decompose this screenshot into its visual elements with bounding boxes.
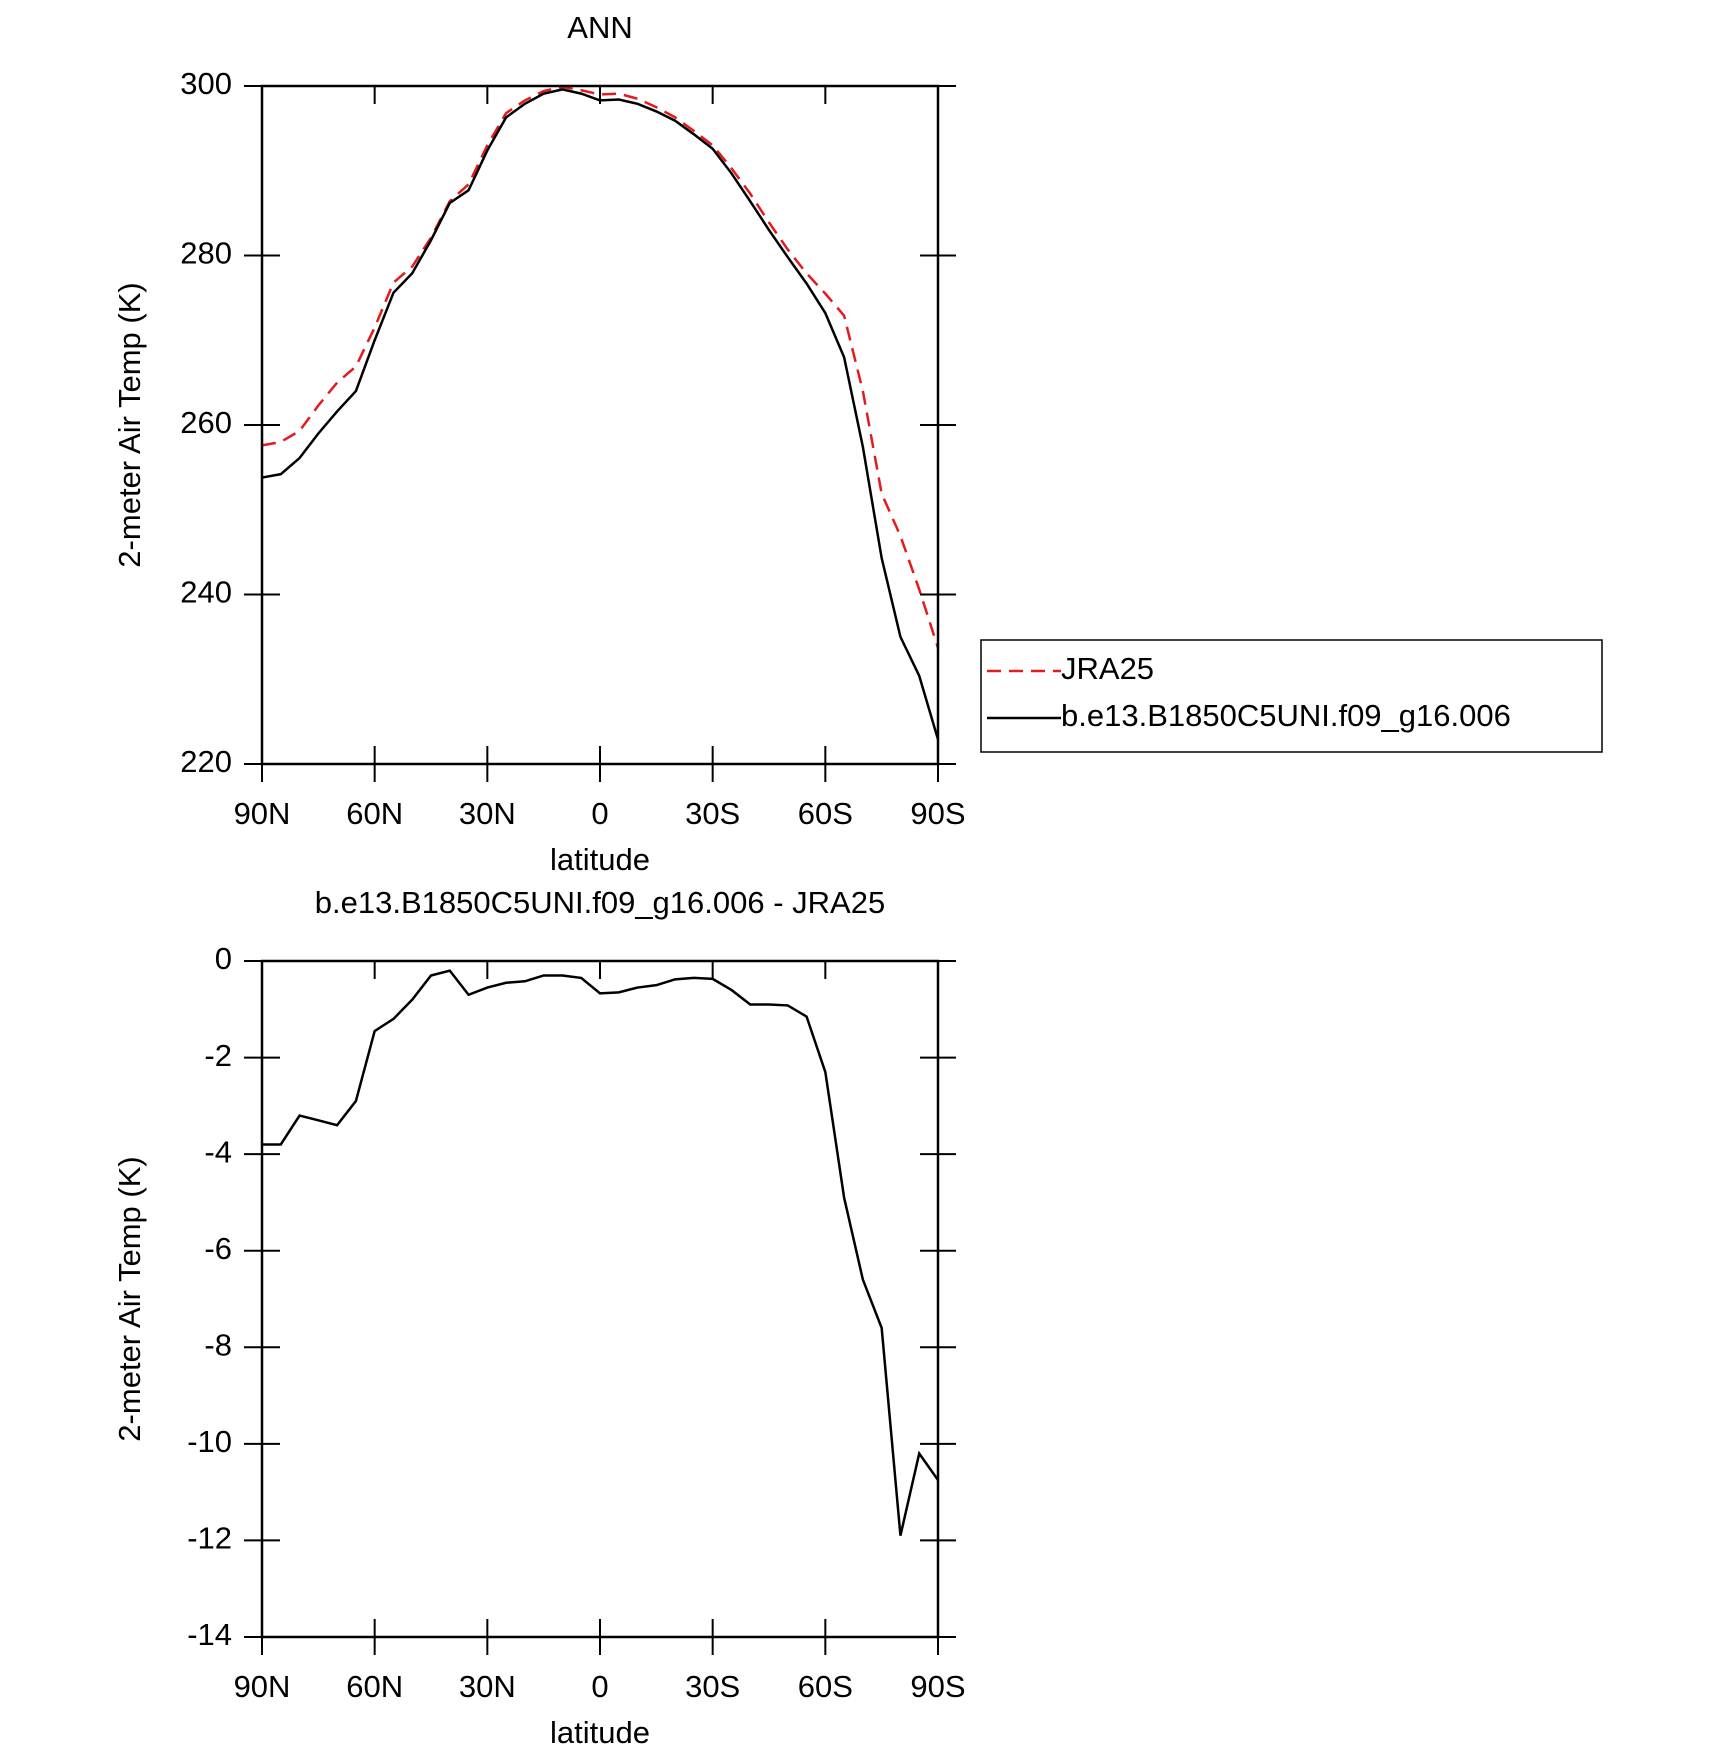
x-tick-label: 0 bbox=[591, 1669, 608, 1704]
x-tick-label: 30N bbox=[459, 796, 516, 831]
x-tick-label: 90N bbox=[234, 796, 291, 831]
data-line bbox=[262, 969, 940, 1536]
x-tick-label: 0 bbox=[591, 796, 608, 831]
x-tick-label: 90N bbox=[234, 1669, 291, 1704]
x-tick-label: 30N bbox=[459, 1669, 516, 1704]
plot-frame bbox=[260, 959, 940, 1639]
y-tick-label: -2 bbox=[204, 1038, 232, 1073]
legend-label: b.e13.B1850C5UNI.f09_g16.006 bbox=[1061, 698, 1511, 733]
y-tick-label: 240 bbox=[180, 575, 232, 610]
x-tick-label: 30S bbox=[685, 1669, 740, 1704]
legend-label: JRA25 bbox=[1061, 651, 1154, 686]
x-tick-label: 60S bbox=[798, 1669, 853, 1704]
chart-title: ANN bbox=[567, 10, 632, 45]
x-tick-label: 60N bbox=[346, 796, 403, 831]
x-tick-label: 30S bbox=[685, 796, 740, 831]
y-tick-label: 0 bbox=[215, 941, 232, 976]
y-tick-label: -12 bbox=[187, 1521, 232, 1556]
y-tick-label: 220 bbox=[180, 744, 232, 779]
legend-box bbox=[980, 639, 1603, 753]
y-axis-label: 2-meter Air Temp (K) bbox=[112, 1156, 147, 1441]
y-tick-label: -10 bbox=[187, 1424, 232, 1459]
x-axis-label: latitude bbox=[550, 842, 650, 877]
y-tick-label: -14 bbox=[187, 1617, 232, 1652]
plot-frame bbox=[260, 84, 940, 766]
y-tick-label: 300 bbox=[180, 66, 232, 101]
y-tick-label: -8 bbox=[204, 1327, 232, 1362]
x-tick-label: 60S bbox=[798, 796, 853, 831]
x-axis-label: latitude bbox=[550, 1715, 650, 1750]
chart-title: b.e13.B1850C5UNI.f09_g16.006 - JRA25 bbox=[315, 885, 885, 920]
data-line bbox=[261, 88, 940, 740]
y-tick-label: -4 bbox=[204, 1134, 232, 1169]
y-tick-label: 280 bbox=[180, 236, 232, 271]
x-tick-label: 90S bbox=[910, 796, 965, 831]
x-tick-label: 60N bbox=[346, 1669, 403, 1704]
y-tick-label: 260 bbox=[180, 405, 232, 440]
y-axis-label: 2-meter Air Temp (K) bbox=[112, 282, 147, 567]
x-tick-label: 90S bbox=[910, 1669, 965, 1704]
y-tick-label: -6 bbox=[204, 1231, 232, 1266]
data-line bbox=[261, 85, 940, 649]
